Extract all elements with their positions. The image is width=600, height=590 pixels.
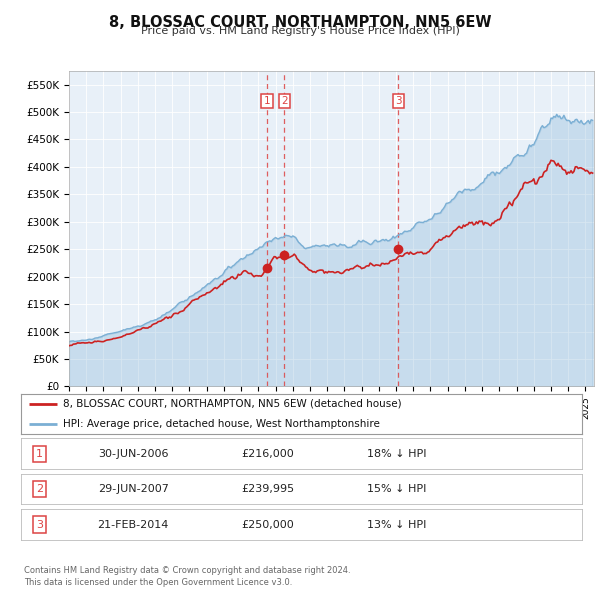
Text: 30-JUN-2006: 30-JUN-2006 [98, 449, 169, 458]
Text: 1: 1 [263, 96, 270, 106]
Text: £239,995: £239,995 [241, 484, 295, 494]
Text: £250,000: £250,000 [241, 520, 294, 529]
Text: 8, BLOSSAC COURT, NORTHAMPTON, NN5 6EW (detached house): 8, BLOSSAC COURT, NORTHAMPTON, NN5 6EW (… [63, 399, 402, 408]
Text: 2: 2 [36, 484, 43, 494]
Text: Price paid vs. HM Land Registry's House Price Index (HPI): Price paid vs. HM Land Registry's House … [140, 26, 460, 36]
Text: 1: 1 [36, 449, 43, 458]
Text: 13% ↓ HPI: 13% ↓ HPI [367, 520, 427, 529]
Text: 8, BLOSSAC COURT, NORTHAMPTON, NN5 6EW: 8, BLOSSAC COURT, NORTHAMPTON, NN5 6EW [109, 15, 491, 30]
Text: 3: 3 [395, 96, 401, 106]
Text: Contains HM Land Registry data © Crown copyright and database right 2024.
This d: Contains HM Land Registry data © Crown c… [24, 566, 350, 587]
Text: HPI: Average price, detached house, West Northamptonshire: HPI: Average price, detached house, West… [63, 419, 380, 428]
Text: 15% ↓ HPI: 15% ↓ HPI [367, 484, 427, 494]
Text: 18% ↓ HPI: 18% ↓ HPI [367, 449, 427, 458]
Text: 3: 3 [36, 520, 43, 529]
Text: 21-FEB-2014: 21-FEB-2014 [98, 520, 169, 529]
Text: 2: 2 [281, 96, 287, 106]
Text: 29-JUN-2007: 29-JUN-2007 [98, 484, 169, 494]
Text: £216,000: £216,000 [241, 449, 294, 458]
